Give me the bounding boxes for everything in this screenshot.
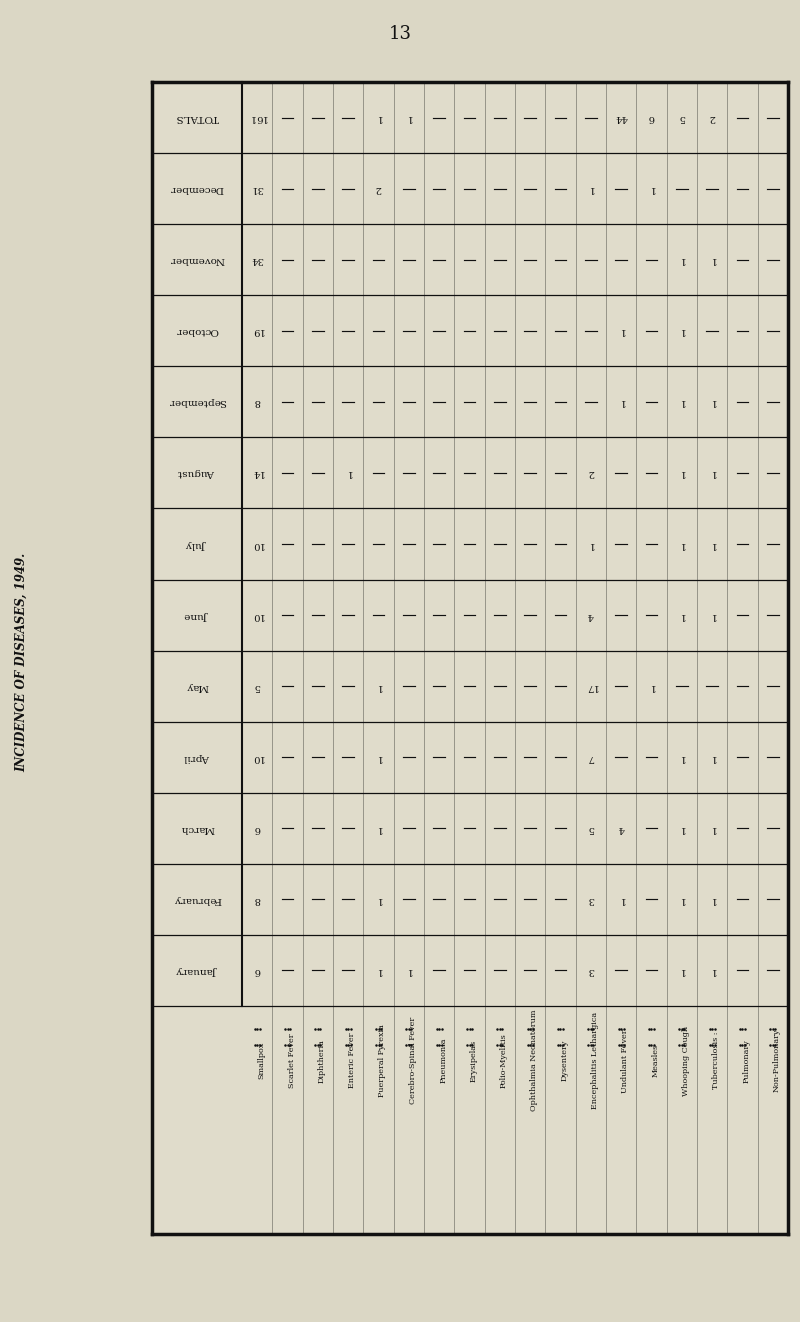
Text: 13: 13 [389, 25, 411, 44]
Text: Undulant Fever: Undulant Fever [621, 1029, 629, 1092]
Text: Ophthalmia Neonatorum: Ophthalmia Neonatorum [530, 1010, 538, 1112]
Text: September: September [168, 398, 226, 406]
Text: May: May [186, 682, 208, 690]
Text: 1: 1 [375, 895, 382, 904]
Text: 1: 1 [618, 327, 625, 336]
Text: March: March [180, 824, 214, 833]
Text: January: January [177, 966, 218, 974]
Text: Diphtheria: Diphtheria [318, 1039, 326, 1083]
Text: 44: 44 [614, 114, 628, 122]
Text: 1: 1 [678, 966, 685, 974]
Text: 2: 2 [375, 184, 382, 193]
Text: 1: 1 [375, 114, 382, 122]
Text: June: June [185, 611, 209, 620]
Text: 2: 2 [588, 468, 594, 477]
Text: 1: 1 [678, 327, 685, 336]
Text: 1: 1 [618, 895, 625, 904]
Text: Encephalitis Lethargica: Encephalitis Lethargica [591, 1013, 599, 1109]
Text: 4: 4 [618, 824, 625, 833]
Text: November: November [170, 255, 225, 264]
Text: April: April [184, 752, 210, 761]
Text: 1: 1 [709, 255, 715, 264]
Text: 1: 1 [375, 966, 382, 974]
Text: 1: 1 [709, 468, 715, 477]
Text: 3: 3 [588, 895, 594, 904]
Text: 1: 1 [709, 966, 715, 974]
Text: 1: 1 [709, 611, 715, 620]
Text: 1: 1 [678, 752, 685, 761]
Text: 1: 1 [406, 966, 412, 974]
Text: 1: 1 [678, 539, 685, 549]
Text: 17: 17 [584, 682, 598, 690]
Text: 2: 2 [709, 114, 715, 122]
Text: 14: 14 [250, 468, 264, 477]
Text: INCIDENCE OF DISEASES, 1949.: INCIDENCE OF DISEASES, 1949. [15, 553, 29, 772]
Text: 1: 1 [648, 682, 654, 690]
Text: Non-Pulmonary: Non-Pulmonary [773, 1029, 781, 1092]
Text: 1: 1 [709, 824, 715, 833]
Text: 1: 1 [709, 539, 715, 549]
Text: October: October [176, 327, 218, 336]
Text: 1: 1 [678, 824, 685, 833]
Text: 1: 1 [648, 184, 654, 193]
Text: December: December [170, 184, 224, 193]
Text: Erysipelas: Erysipelas [470, 1039, 478, 1081]
Text: 7: 7 [588, 752, 594, 761]
Text: 1: 1 [618, 398, 625, 406]
Text: 1: 1 [678, 255, 685, 264]
Text: TOTALS: TOTALS [175, 114, 218, 122]
Text: 5: 5 [588, 824, 594, 833]
Text: 10: 10 [250, 611, 264, 620]
Text: 5: 5 [254, 682, 260, 690]
Text: 6: 6 [648, 114, 654, 122]
Text: 161: 161 [247, 114, 266, 122]
Text: February: February [173, 895, 221, 904]
Text: 3: 3 [588, 966, 594, 974]
Text: Enteric Fever: Enteric Fever [348, 1032, 356, 1088]
Text: Scarlet Fever: Scarlet Fever [287, 1034, 295, 1088]
Text: 1: 1 [709, 398, 715, 406]
Text: Dysentery: Dysentery [561, 1040, 569, 1081]
Text: 8: 8 [254, 895, 260, 904]
Text: Puerperal Pyrexia: Puerperal Pyrexia [378, 1025, 386, 1097]
Text: 1: 1 [678, 611, 685, 620]
Text: 10: 10 [250, 752, 264, 761]
Text: 1: 1 [709, 895, 715, 904]
Text: Pneumonia: Pneumonia [439, 1038, 447, 1084]
Text: Polio-Myelitis: Polio-Myelitis [500, 1034, 508, 1088]
Text: Measles: Measles [651, 1044, 659, 1077]
Text: Cerebro-Spinal Fever: Cerebro-Spinal Fever [409, 1017, 417, 1104]
Text: 1: 1 [678, 468, 685, 477]
Text: July: July [187, 539, 207, 549]
Text: 1: 1 [406, 114, 412, 122]
Text: 10: 10 [250, 539, 264, 549]
Text: 19: 19 [250, 327, 264, 336]
Bar [152, 82, 788, 1233]
Text: 31: 31 [250, 184, 264, 193]
Text: Tuberculosis :: Tuberculosis : [712, 1032, 720, 1089]
Text: August: August [178, 468, 215, 477]
Text: 6: 6 [254, 824, 260, 833]
Text: 1: 1 [587, 539, 594, 549]
Text: 1: 1 [345, 468, 351, 477]
Text: 1: 1 [709, 752, 715, 761]
Text: Whooping Cough: Whooping Cough [682, 1026, 690, 1096]
Text: Pulmonary: Pulmonary [742, 1039, 750, 1083]
Text: 1: 1 [375, 752, 382, 761]
Text: 1: 1 [678, 895, 685, 904]
Text: 1: 1 [375, 824, 382, 833]
Text: 34: 34 [250, 255, 264, 264]
Text: 1: 1 [375, 682, 382, 690]
Text: 5: 5 [678, 114, 685, 122]
Text: 1: 1 [678, 398, 685, 406]
Text: Smallpox: Smallpox [257, 1042, 265, 1079]
Text: 4: 4 [587, 611, 594, 620]
Text: 8: 8 [254, 398, 260, 406]
Text: 1: 1 [587, 184, 594, 193]
Text: 6: 6 [254, 966, 260, 974]
